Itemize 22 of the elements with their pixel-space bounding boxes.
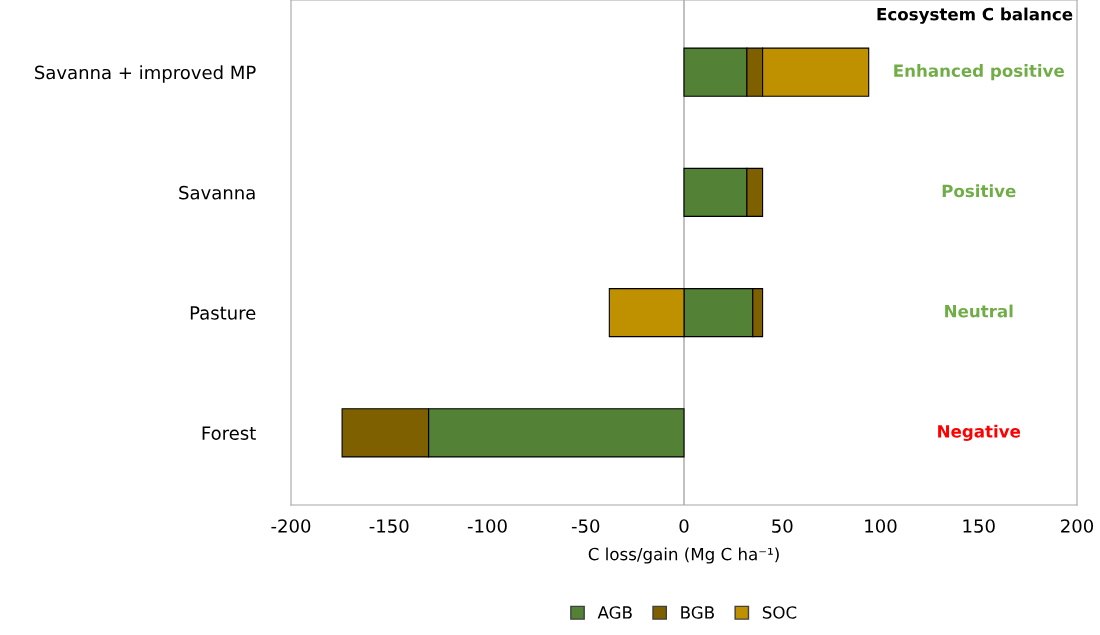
x-axis-title: C loss/gain (Mg C ha⁻¹)	[588, 547, 779, 564]
x-tick-label: -150	[369, 519, 409, 533]
annotation: Negative	[938, 424, 1021, 441]
annotation: Positive	[942, 184, 1016, 198]
x-tick-label: 100	[865, 519, 897, 533]
x-tick-label: 200	[1061, 519, 1094, 533]
x-tick-label: -200	[271, 519, 311, 533]
x-tick-label: 0	[679, 519, 689, 533]
annotation: Enhanced positive	[894, 64, 1064, 81]
y-tick-label: Savanna + improved MP	[35, 65, 256, 83]
legend-label: BGB	[681, 606, 714, 619]
y-tick-label: Savanna	[179, 185, 255, 200]
x-tick-label: 50	[772, 519, 793, 533]
x-tick-label: 150	[963, 519, 995, 533]
legend-label: SOC	[762, 606, 797, 619]
legend-label: AGB	[597, 606, 632, 619]
x-tick-label: -50	[571, 519, 600, 533]
y-tick-label: Forest	[202, 426, 256, 440]
annotation: Ecosystem C balance	[877, 7, 1073, 24]
annotation: Neutral	[945, 304, 1013, 318]
x-tick-label: -100	[467, 519, 507, 533]
y-tick-label: Pasture	[190, 306, 256, 320]
